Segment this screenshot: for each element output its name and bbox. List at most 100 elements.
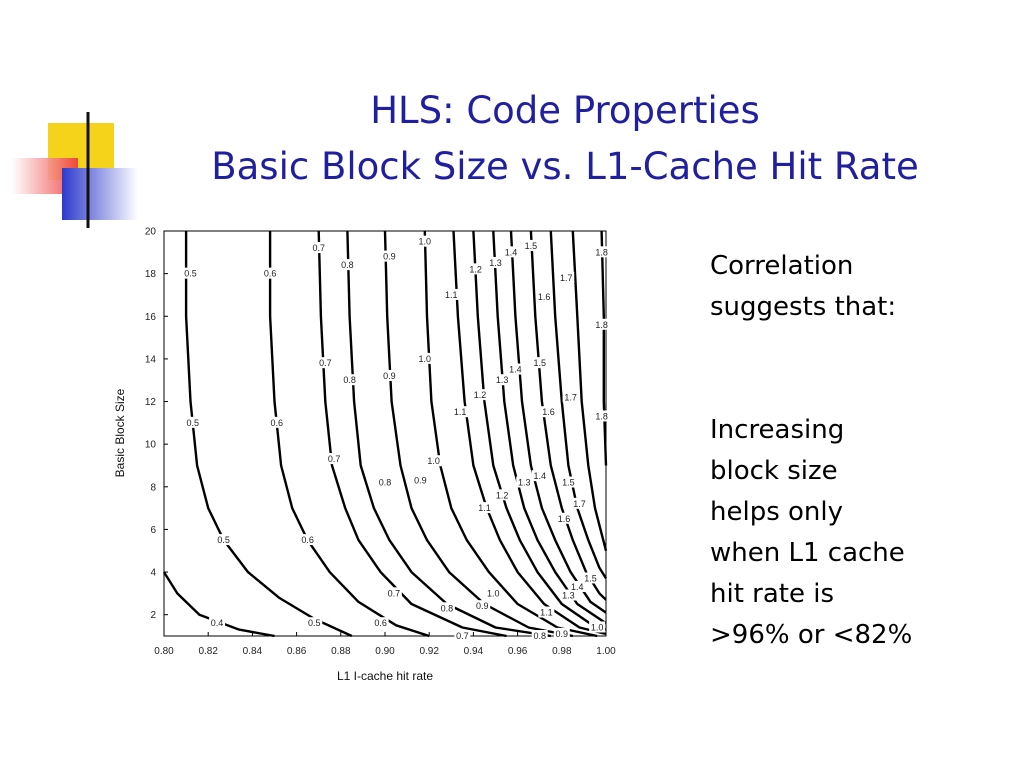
axis-ticks: 0.80 0.82 0.84 0.86 0.88 0.90 0.92 0.94 0.96 0.98… [145,227,616,658]
contour-label-0.5: 0.5 [186,418,199,428]
contour-label-bg [569,580,586,592]
deco-blue-square [62,168,138,220]
contour-label-bg [341,374,358,386]
contour-label-bg [454,630,471,641]
contour-label-1.8: 1.8 [595,320,608,330]
contour-label-1.3: 1.3 [562,591,575,601]
contour-label-1.0: 1.0 [419,237,432,247]
contour-line-1.4 [509,230,607,614]
y-tick-label: 16 [145,312,157,323]
contour-label-0.6: 0.6 [374,618,387,628]
contour-label-bg [443,288,460,300]
x-axis-label: L1 I-cache hit rate [337,669,433,683]
contour-label-bg [299,534,316,546]
contour-label-bg [531,357,548,369]
contour-label-bg [326,453,343,465]
contour-label-1.1: 1.1 [445,290,458,300]
contour-label-bg [553,627,570,639]
contour-label-bg [571,497,588,509]
contour-label-bg [494,374,511,386]
contour-label-1.0: 1.0 [419,354,432,364]
slide-title-line-2: Basic Block Size vs. L1-Cache Hit Rate [211,145,919,188]
contour-label-bg [416,235,433,247]
contour-line-1.5 [529,230,607,601]
contour-label-bg [452,406,469,418]
contour-line-1.3 [492,230,607,625]
contour-label-bg [589,621,606,633]
corner-decoration [12,112,1024,228]
contour-label-1.1: 1.1 [478,503,491,513]
contour-label-0.8: 0.8 [379,478,392,488]
contour-label-bg [474,600,491,612]
contour-label-bg [381,369,398,381]
x-tick-label: 0.86 [287,646,307,657]
contour-label-1.7: 1.7 [560,273,573,283]
contour-label-bg [317,357,334,369]
contour-label-1.5: 1.5 [525,241,538,251]
contour-label-0.8: 0.8 [533,631,546,641]
contour-label-bg [593,318,610,330]
contour-label-1.5: 1.5 [533,358,546,368]
contour-label-0.5: 0.5 [308,618,321,628]
x-tick-label: 0.84 [243,646,263,657]
contour-label-1.6: 1.6 [538,292,551,302]
contour-label-bg [562,391,579,403]
x-tick-label: 1.00 [596,646,616,657]
y-tick-label: 10 [145,440,157,451]
contour-label-bg [536,291,553,303]
contour-label-1.4: 1.4 [571,582,584,592]
contour-line-1.7 [571,230,608,552]
x-tick-label: 0.82 [198,646,218,657]
contour-label-0.5: 0.5 [184,269,197,279]
contour-label-bg [425,455,442,467]
contour-label-bg [209,617,226,629]
x-tick-label: 0.98 [552,646,572,657]
contour-label-1.7: 1.7 [564,392,577,402]
contour-label-bg [339,259,356,271]
contour-label-1.8: 1.8 [595,411,608,421]
contour-label-bg [538,606,555,618]
contour-label-bg [487,256,504,268]
contour-label-0.4: 0.4 [211,618,224,628]
contour-label-bg [476,502,493,514]
contour-label-bg [582,572,599,584]
contour-line-0.4 [162,571,275,638]
y-tick-label: 2 [150,610,156,621]
side-text-correlation: Correlation suggests that: [710,251,897,322]
contour-label-0.7: 0.7 [456,631,469,641]
contour-label-bg [485,587,502,599]
contour-label-bg [385,587,402,599]
contour-label-bg [215,534,232,546]
y-tick-label: 8 [150,482,156,493]
contour-label-1.1: 1.1 [454,407,467,417]
contour-label-1.4: 1.4 [505,247,518,257]
contour-label-bg [531,470,548,482]
contour-label-1.3: 1.3 [496,375,509,385]
contour-line-1.2 [472,230,607,631]
y-tick-label: 6 [150,525,156,536]
contour-label-1.2: 1.2 [469,264,482,274]
contour-label-0.6: 0.6 [270,418,283,428]
contour-label-1.4: 1.4 [509,365,522,375]
y-axis-label: Basic Block Size [113,388,127,477]
contour-label-0.9: 0.9 [414,475,427,485]
contour-label-bg [560,476,577,488]
contour-label-bg [522,239,539,251]
contour-label-bg [516,476,533,488]
contour-label-bg [372,617,389,629]
contour-line-0.5 [184,231,353,638]
contour-label-bg [310,242,327,254]
contour-label-0.8: 0.8 [341,260,354,270]
contour-label-0.8: 0.8 [343,375,356,385]
contour-labels: 0.4 0.5 0.5 0.5 0.5 0.6 0.6 0.6 0.6 0.7 0.7 0.7 0.7 0… [182,235,610,641]
contour-label-1.1: 1.1 [540,608,553,618]
contour-label-1.6: 1.6 [558,514,571,524]
contour-line-0.6 [268,231,430,638]
x-tick-label: 0.92 [419,646,439,657]
contour-label-bg [558,271,575,283]
contour-label-bg [438,602,455,614]
contour-line-0.8 [346,230,551,638]
x-tick-label: 0.80 [154,646,174,657]
contour-label-0.7: 0.7 [388,588,401,598]
side-text-conclusion: Increasing block size helps only when L1… [710,415,913,650]
